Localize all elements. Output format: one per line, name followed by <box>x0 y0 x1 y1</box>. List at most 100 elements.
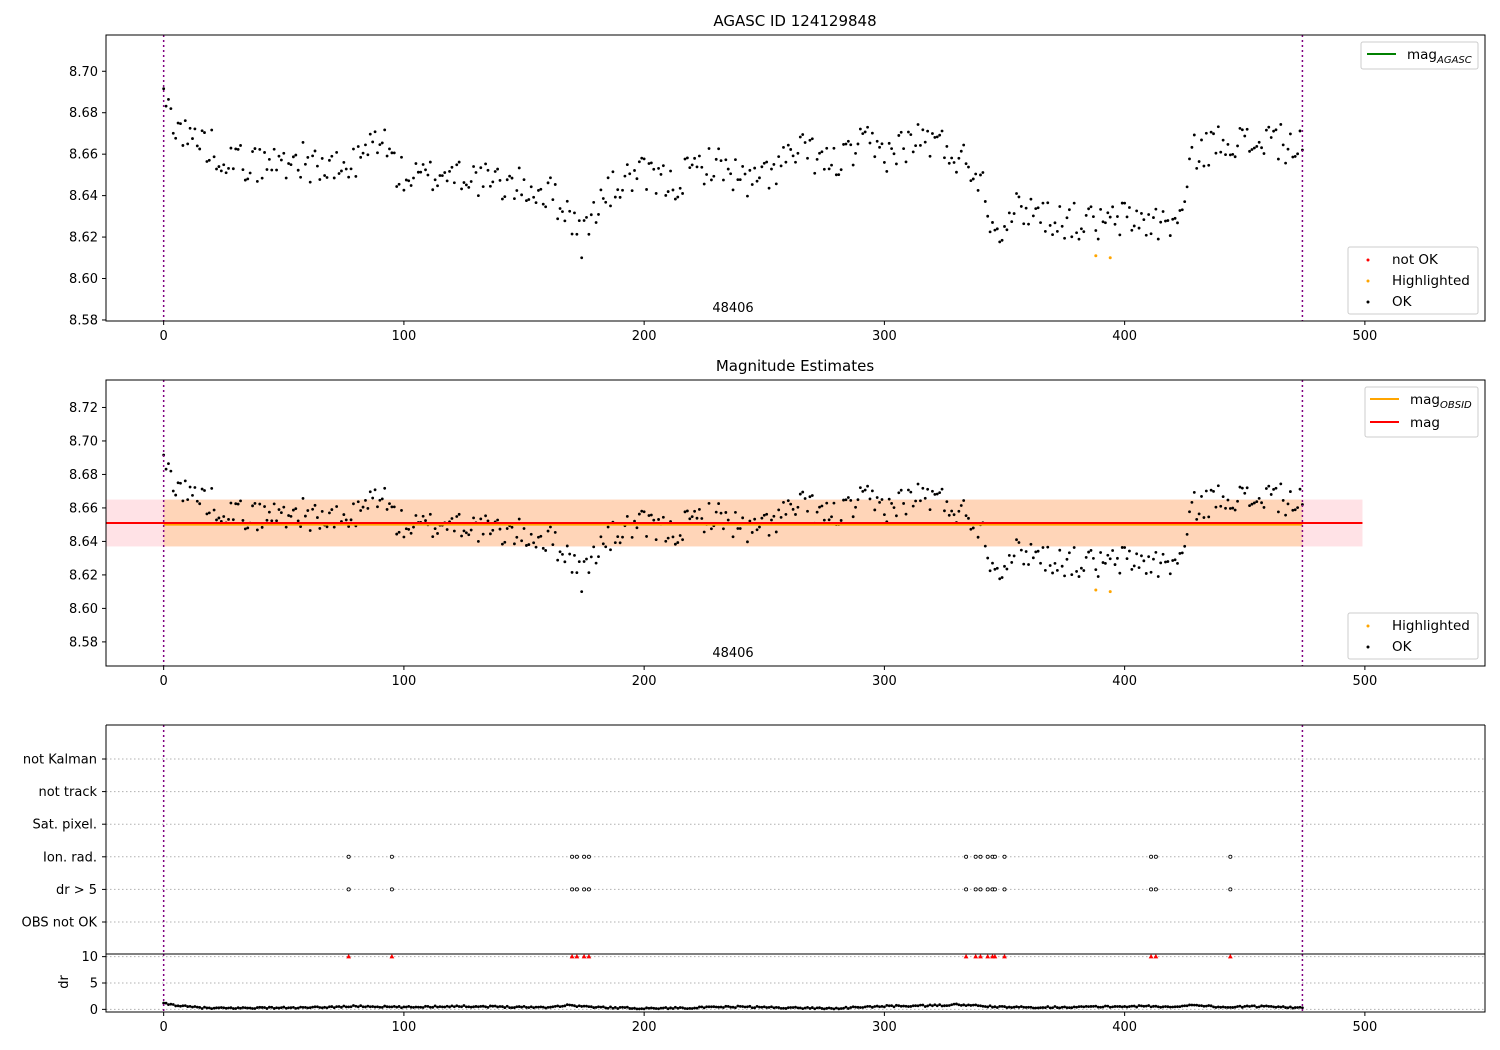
dr-point <box>534 1005 538 1009</box>
data-point-ok <box>952 161 956 164</box>
dr-point <box>753 1006 757 1010</box>
data-point-ok <box>822 167 826 171</box>
dr-point <box>673 1005 677 1009</box>
data-point-ok <box>666 190 670 193</box>
dr-point <box>1236 1005 1239 1008</box>
data-point-ok <box>1269 136 1273 139</box>
data-point-ok <box>265 168 269 171</box>
dr-point <box>1233 1005 1237 1009</box>
data-point-ok <box>695 516 699 520</box>
data-point-ok <box>508 174 512 178</box>
data-point-ok <box>734 510 737 514</box>
data-point-ok <box>726 518 730 522</box>
data-point-ok <box>215 518 218 522</box>
flag-marker <box>574 854 579 859</box>
data-point-ok <box>549 176 552 180</box>
dr-point <box>1185 1004 1189 1008</box>
data-point-ok <box>645 535 648 538</box>
data-point-ok <box>830 515 833 519</box>
dr-point <box>611 1006 615 1010</box>
data-point-ok <box>1116 556 1119 560</box>
dr-point <box>1166 1005 1170 1009</box>
dr-point <box>1022 1005 1026 1009</box>
data-point-ok <box>882 161 886 164</box>
data-point-ok <box>1252 501 1256 505</box>
data-point-ok <box>484 514 487 518</box>
dr-point <box>217 1006 221 1010</box>
dr-point <box>858 1006 862 1009</box>
data-point-ok <box>753 166 757 170</box>
data-point-ok <box>356 145 360 148</box>
data-point-ok <box>669 169 672 173</box>
dr-point <box>1212 1005 1215 1009</box>
data-point-ok <box>532 195 536 199</box>
x-tick-label: 200 <box>632 329 657 344</box>
data-point-ok <box>890 147 893 150</box>
data-point-ok <box>873 508 877 512</box>
dr-point <box>167 1003 170 1006</box>
dr-point <box>1084 1004 1088 1008</box>
dr-point <box>1257 1005 1261 1009</box>
flag-marker <box>586 887 591 892</box>
data-point-ok <box>549 525 552 529</box>
data-point-ok <box>282 505 286 509</box>
flag-marker <box>992 887 997 892</box>
data-point-ok <box>291 155 295 159</box>
data-point-ok <box>193 486 197 489</box>
data-point-ok <box>1289 132 1292 136</box>
data-point-ok <box>897 491 901 495</box>
data-point-ok <box>779 164 783 168</box>
data-point-ok <box>325 525 329 529</box>
data-point-ok <box>390 505 394 509</box>
legend-label: OK <box>1392 639 1413 655</box>
flag-marker <box>574 887 579 892</box>
data-point-ok <box>846 496 850 499</box>
data-point-ok <box>585 215 588 219</box>
dr-point <box>1029 1005 1033 1009</box>
data-point-ok <box>1276 157 1280 161</box>
data-point-ok <box>1272 129 1275 133</box>
dr-outlier-marker <box>586 954 592 959</box>
data-point-ok <box>637 512 641 516</box>
dr-point <box>947 1004 951 1007</box>
dr-point <box>1031 1006 1035 1010</box>
x-tick-label: 200 <box>632 1020 657 1035</box>
data-point-highlighted <box>1094 254 1098 258</box>
data-point-ok <box>806 156 809 160</box>
dr-point <box>851 1005 855 1009</box>
data-point-ok <box>565 544 569 548</box>
dr-point <box>945 1004 949 1008</box>
data-point-ok <box>897 134 901 137</box>
data-point-ok <box>1197 160 1201 163</box>
data-point-ok <box>601 197 605 200</box>
dr-point <box>1104 1004 1107 1008</box>
dr-point <box>320 1006 324 1010</box>
dr-point <box>1296 1006 1300 1009</box>
dr-point <box>654 1007 658 1010</box>
data-point-ok <box>1200 495 1203 498</box>
dr-point <box>1188 1003 1191 1007</box>
data-point-ok <box>513 197 516 200</box>
data-point-ok <box>974 172 978 176</box>
dr-point <box>328 1005 331 1009</box>
data-point-ok <box>1296 152 1300 156</box>
data-point-ok <box>940 129 944 133</box>
dr-point <box>1140 1004 1143 1008</box>
data-point-ok <box>222 163 226 167</box>
data-point-ok <box>947 513 951 517</box>
dr-point <box>424 1004 427 1008</box>
data-point-ok <box>1262 506 1266 509</box>
data-point-ok <box>1207 163 1211 167</box>
data-point-ok <box>664 539 668 543</box>
data-point-ok <box>1180 208 1184 212</box>
data-point-ok <box>210 128 214 132</box>
data-point-ok <box>200 129 204 133</box>
dr-point <box>786 1006 790 1010</box>
data-point-ok <box>909 133 913 137</box>
y-tick-label: 5 <box>90 977 98 992</box>
data-point-ok <box>320 509 324 513</box>
data-point-ok <box>710 178 713 182</box>
dr-point <box>981 1004 985 1008</box>
dr-point <box>311 1005 315 1009</box>
data-point-ok <box>1161 210 1165 213</box>
